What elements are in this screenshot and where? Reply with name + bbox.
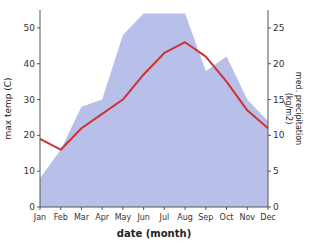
chart: JanFebMarAprMayJunJulAugSepOctNovDec0102… [0,0,318,243]
y-tick [37,171,40,172]
x-tick [102,207,103,210]
precip-area [40,14,268,207]
plot-area [40,14,268,207]
chart-container: JanFebMarAprMayJunJulAugSepOctNovDec0102… [0,0,318,243]
y2-tick [268,63,271,64]
x-tick-label: May [115,213,132,222]
y2-axis-label-line: med. precipitation [294,72,303,145]
x-tick-label: Oct [220,213,234,222]
x-axis-label: date (month) [117,228,191,239]
y2-tick-label: 0 [273,202,279,212]
x-tick [226,207,227,210]
x-tick-label: Dec [260,213,275,222]
y2-tick [268,99,271,100]
x-tick [247,207,248,210]
y-tick [37,135,40,136]
x-tick-label: Jan [33,213,46,222]
y-tick-label: 0 [29,202,35,212]
y-tick-label: 10 [24,166,36,176]
x-tick-label: Apr [95,213,110,222]
y-axis-line [40,10,41,207]
y-tick-label: 20 [24,130,36,140]
y2-tick-label: 10 [273,130,285,140]
x-tick-label: Feb [54,213,68,222]
y2-tick-label: 25 [273,23,284,33]
x-tick [143,207,144,210]
x-tick [60,207,61,210]
y-tick-label: 40 [24,59,36,69]
x-tick [205,207,206,210]
y2-axis-label: med. precipitation(kg/m2) [284,72,303,145]
x-tick [122,207,123,210]
y-tick-label: 50 [24,23,36,33]
y2-tick-label: 15 [273,95,284,105]
y-tick [37,63,40,64]
y2-tick [268,171,271,172]
y2-tick [268,207,271,208]
x-tick [185,207,186,210]
y2-tick-label: 5 [273,166,279,176]
y-tick [37,27,40,28]
x-tick-label: Jun [136,213,150,222]
x-axis-line [40,207,268,208]
y-tick [37,207,40,208]
x-tick [164,207,165,210]
x-tick-label: Sep [198,213,213,222]
x-tick-label: Nov [239,213,255,222]
y2-tick [268,27,271,28]
x-tick [81,207,82,210]
x-tick-label: Mar [74,213,90,222]
x-tick-label: Aug [177,213,193,222]
temp-line [40,42,268,149]
y2-axis-label-line: (kg/m2) [284,93,293,125]
y-axis-label: max temp (C) [3,77,13,139]
y-tick [37,99,40,100]
y2-tick [268,135,271,136]
x-tick-label: Jul [159,213,170,222]
y2-axis-line [268,10,269,207]
y2-tick-label: 20 [273,59,285,69]
y-tick-label: 30 [24,95,36,105]
